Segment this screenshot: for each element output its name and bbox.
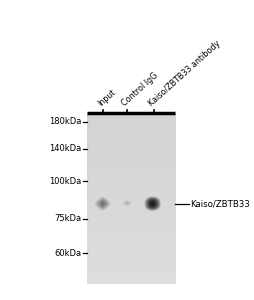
Text: Kaiso/ZBTB33 antibody: Kaiso/ZBTB33 antibody [146,39,221,108]
Text: Control IgG: Control IgG [119,71,159,108]
Text: 75kDa: 75kDa [54,214,81,223]
Text: 60kDa: 60kDa [54,248,81,257]
Text: Input: Input [96,88,117,108]
Text: 180kDa: 180kDa [49,117,81,126]
Text: Kaiso/ZBTB33: Kaiso/ZBTB33 [190,199,249,208]
Text: 140kDa: 140kDa [49,144,81,153]
Text: 100kDa: 100kDa [49,177,81,186]
